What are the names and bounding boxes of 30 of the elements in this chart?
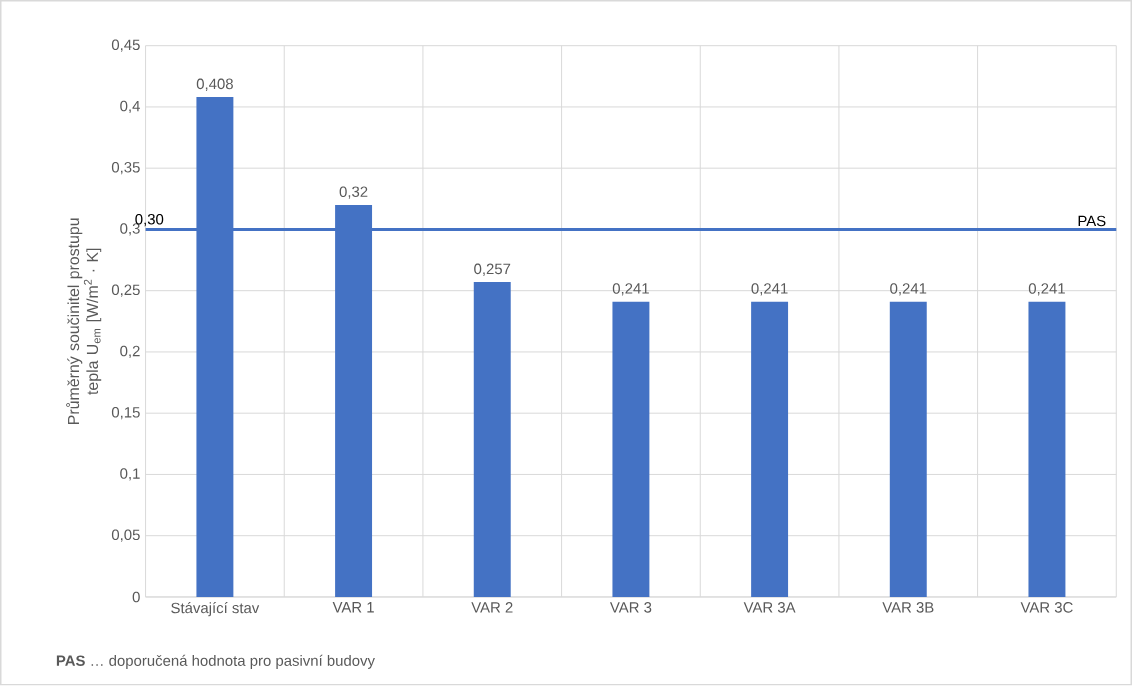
- data-label: 0,257: [474, 263, 511, 277]
- x-tick-label: VAR 3: [609, 602, 652, 613]
- y-tick-label: 0,25: [111, 284, 140, 298]
- x-tick-label: VAR 1: [332, 602, 374, 613]
- bar: [612, 301, 650, 598]
- x-tick-label: VAR 3B: [882, 602, 934, 613]
- y-tick-label: 0,35: [111, 162, 140, 175]
- data-label: 0,408: [196, 78, 233, 92]
- data-label: 0,241: [1028, 283, 1065, 296]
- data-label: 0,241: [751, 283, 788, 296]
- bar: [1028, 301, 1066, 598]
- x-tick-label: VAR 2: [471, 602, 513, 613]
- y-tick-label: 0,45: [111, 39, 140, 53]
- x-tick-label: VAR 3C: [1020, 602, 1073, 613]
- bar: [751, 301, 789, 598]
- y-tick-label: 0,05: [111, 529, 140, 543]
- x-tick-label: Stávající stav: [171, 602, 260, 617]
- y-tick-label: 0,1: [120, 468, 140, 481]
- x-tick-label: VAR 3A: [743, 602, 796, 613]
- data-label: 0,241: [890, 283, 927, 296]
- text: PAS … doporučená hodnota pro pasivní budovy: [56, 655, 375, 670]
- bar: [473, 282, 511, 598]
- y-tick-label: 0: [132, 591, 140, 603]
- bar: [889, 301, 927, 598]
- y-tick-label: 0,15: [111, 407, 140, 420]
- y-tick-label: 0,4: [120, 100, 140, 114]
- y-tick-label: 0,2: [120, 345, 140, 359]
- ref-line-label: PAS: [1078, 215, 1106, 227]
- data-label: 0,32: [339, 186, 368, 199]
- data-label: 0,241: [612, 283, 649, 296]
